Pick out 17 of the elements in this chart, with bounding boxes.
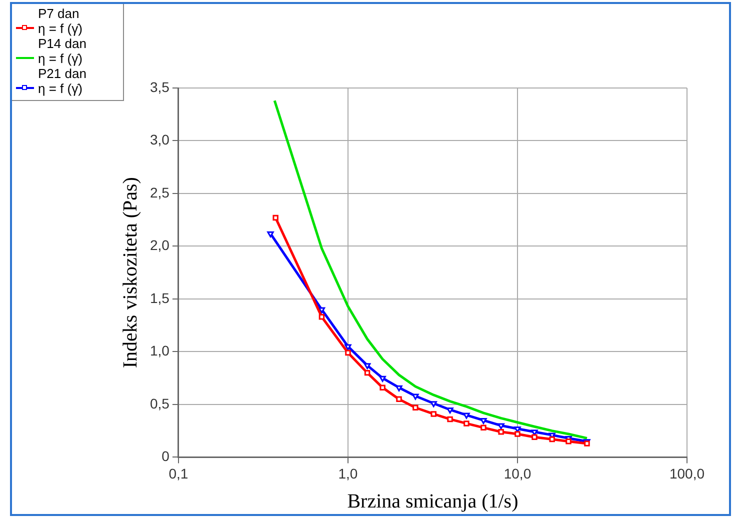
legend-label: P7 dan η = f (γ̇) xyxy=(38,6,82,36)
x-tick-label: 1,0 xyxy=(338,465,358,482)
y-tick-label: 2,5 xyxy=(150,184,170,200)
y-tick-label: 1,5 xyxy=(150,290,170,306)
y-tick-label: 3,0 xyxy=(150,132,170,148)
y-tick-label: 1,0 xyxy=(150,342,170,359)
y-tick-label: 0,5 xyxy=(150,395,170,412)
x-axis-title: Brzina smicanja (1/s) xyxy=(347,490,518,512)
legend-label: P14 dan η = f (γ̇) xyxy=(38,36,86,66)
y-axis-title: Indeks viskoziteta (Pas) xyxy=(119,177,142,368)
y-tick-label: 0 xyxy=(162,448,170,464)
y-tick-label: 3,5 xyxy=(150,78,170,95)
x-tick-label: 10,0 xyxy=(504,465,532,482)
y-tick-label: 2,0 xyxy=(150,237,170,254)
legend-label: P21 dan η = f (γ̇) xyxy=(38,66,86,96)
x-tick-label: 100,0 xyxy=(669,465,705,482)
x-tick-label: 0,1 xyxy=(168,465,188,482)
